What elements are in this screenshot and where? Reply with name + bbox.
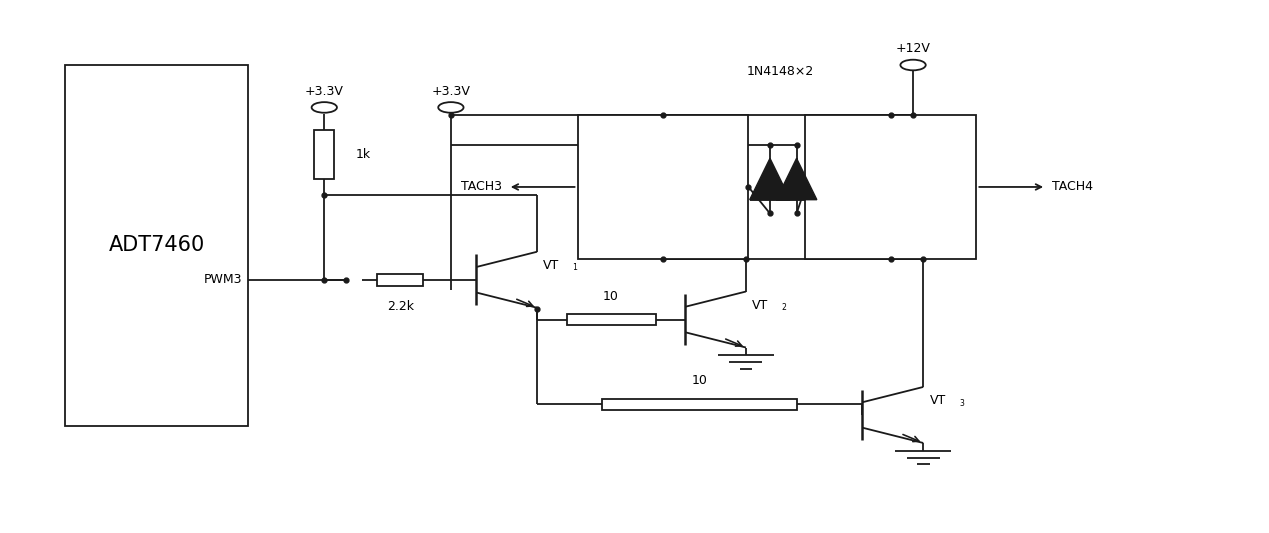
Text: +3.3V: +3.3V xyxy=(431,85,471,98)
Polygon shape xyxy=(777,158,817,200)
Text: VT: VT xyxy=(753,298,769,312)
Bar xyxy=(602,399,797,410)
Bar xyxy=(315,130,335,179)
Text: PWM3: PWM3 xyxy=(203,273,242,286)
Text: 1k: 1k xyxy=(355,148,371,161)
Text: VT: VT xyxy=(543,259,560,272)
Text: +12V: +12V xyxy=(896,43,930,55)
Bar xyxy=(577,115,749,259)
Text: 1N4148×2: 1N4148×2 xyxy=(746,65,813,78)
Text: 2.2k: 2.2k xyxy=(387,300,414,313)
Bar xyxy=(567,314,656,325)
Bar xyxy=(806,115,976,259)
Text: 10: 10 xyxy=(603,289,619,303)
Text: TACH4: TACH4 xyxy=(1052,181,1094,193)
Text: ADT7460: ADT7460 xyxy=(108,235,204,255)
Polygon shape xyxy=(750,158,791,200)
Bar xyxy=(377,274,423,286)
Text: $_1$: $_1$ xyxy=(572,262,579,274)
Text: 10: 10 xyxy=(692,374,708,387)
Text: +3.3V: +3.3V xyxy=(305,85,344,98)
Text: $_3$: $_3$ xyxy=(958,397,964,410)
Text: TACH3: TACH3 xyxy=(461,181,501,193)
Text: VT: VT xyxy=(929,394,945,407)
Bar xyxy=(65,65,249,425)
Text: $_2$: $_2$ xyxy=(782,302,788,314)
